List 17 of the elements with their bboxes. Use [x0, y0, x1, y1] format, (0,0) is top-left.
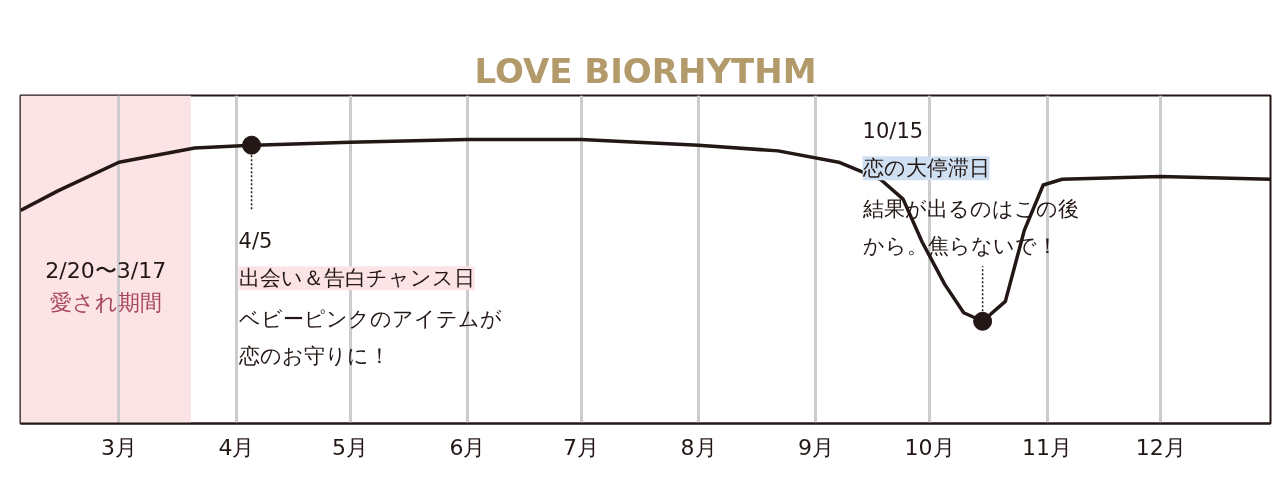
- annotation: 10/15: [862, 119, 924, 144]
- annotation: 出会い＆告白チャンス日: [238, 266, 475, 291]
- band-label: 2/20〜3/17 愛され期間: [45, 258, 167, 315]
- x-tick-label: 3月: [100, 434, 137, 460]
- x-tick-label: 8月: [680, 434, 717, 460]
- x-tick-label: 7月: [563, 434, 600, 460]
- x-tick-label: 6月: [449, 434, 486, 460]
- x-tick-label: 9月: [797, 434, 834, 460]
- x-tick-label: 11月: [1022, 434, 1073, 460]
- x-tick-label: 5月: [332, 434, 369, 460]
- annotation: 4/5: [238, 229, 273, 254]
- annotation: 恋の大停滞日: [861, 156, 990, 181]
- annotation: ベビーピンクのアイテムが恋のお守りに！: [237, 307, 502, 369]
- x-tick-label: 10月: [904, 434, 955, 460]
- x-tick-label: 4月: [218, 434, 255, 460]
- x-tick-label: 12月: [1135, 434, 1186, 460]
- chart-title: LOVE BIORHYTHM: [474, 50, 817, 91]
